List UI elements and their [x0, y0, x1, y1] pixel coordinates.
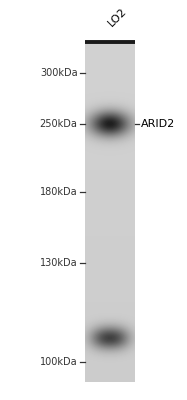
Text: 300kDa: 300kDa — [40, 68, 78, 78]
Text: ARID2: ARID2 — [141, 119, 175, 129]
Text: 130kDa: 130kDa — [40, 258, 78, 268]
Text: 180kDa: 180kDa — [40, 186, 78, 196]
Text: LO2: LO2 — [107, 6, 129, 28]
Text: 250kDa: 250kDa — [40, 119, 78, 129]
Text: 100kDa: 100kDa — [40, 357, 78, 367]
